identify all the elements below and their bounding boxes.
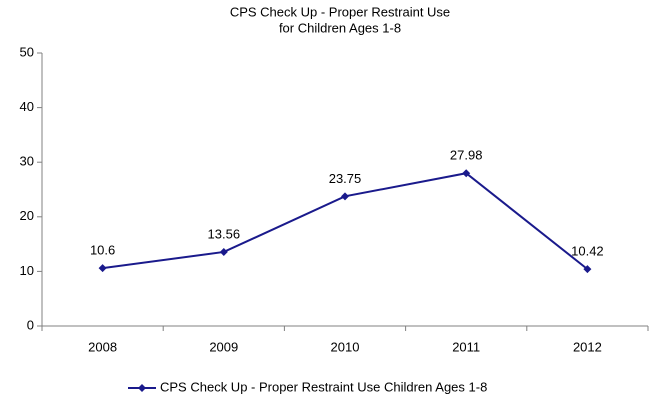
point-marker: [341, 192, 349, 201]
y-tick-label: 30: [20, 154, 34, 169]
chart-title: CPS Check Up - Proper Restraint Use: [230, 4, 450, 19]
point-marker: [583, 265, 592, 274]
chart-title: for Children Ages 1-8: [279, 20, 401, 35]
legend-marker: [138, 384, 146, 392]
x-tick-label: 2010: [331, 339, 360, 354]
point-marker: [462, 169, 471, 178]
y-tick-label: 0: [27, 317, 34, 332]
legend-label: CPS Check Up - Proper Restraint Use Chil…: [160, 379, 487, 394]
x-tick-label: 2009: [209, 339, 238, 354]
x-tick-label: 2008: [88, 339, 117, 354]
point-marker: [219, 247, 228, 256]
x-tick-label: 2012: [573, 339, 602, 354]
series-line: [102, 172, 589, 270]
y-tick-label: 50: [20, 44, 34, 59]
data-label: 23.75: [329, 171, 362, 186]
y-tick-label: 20: [20, 208, 34, 223]
data-label: 10.6: [90, 243, 115, 258]
y-tick-label: 40: [20, 99, 34, 114]
x-tick-label: 2011: [452, 339, 480, 354]
data-label: 13.56: [208, 226, 241, 241]
data-label: 10.42: [571, 244, 604, 259]
point-marker: [98, 264, 107, 273]
data-label: 27.98: [450, 148, 483, 163]
y-tick-label: 10: [20, 263, 34, 278]
